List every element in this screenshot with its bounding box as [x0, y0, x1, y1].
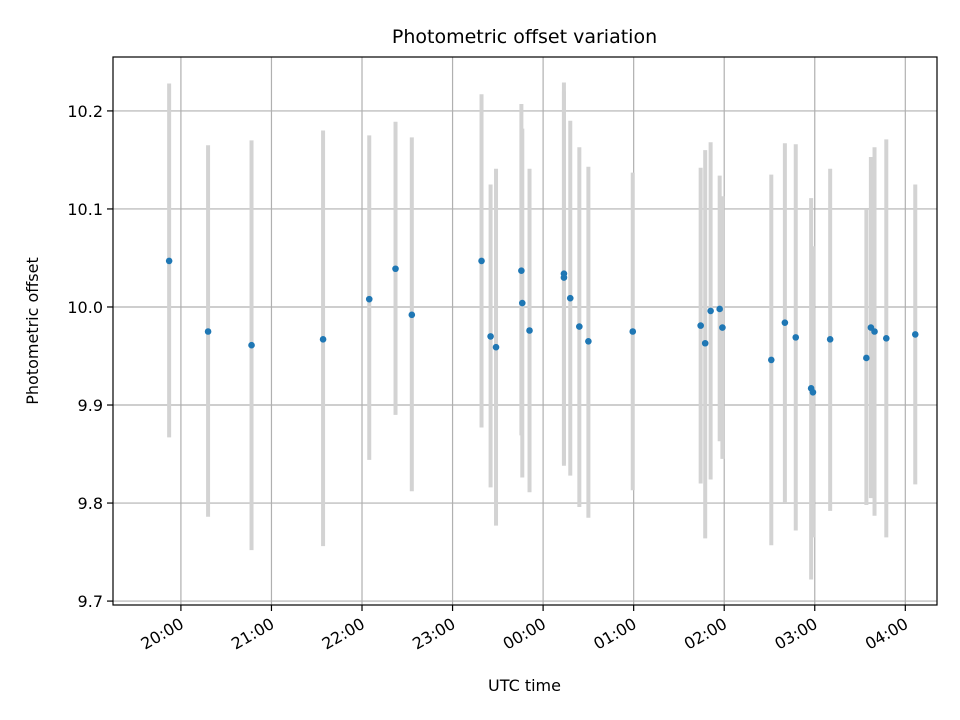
data-point: [719, 324, 726, 331]
plot-frame: [112, 56, 938, 606]
data-point: [478, 257, 485, 265]
data-point: [585, 337, 592, 345]
data-point: [365, 295, 373, 303]
y-axis-title: Photometric offset: [23, 257, 42, 405]
x-axis-title: UTC time: [488, 676, 561, 695]
data-point: [518, 267, 525, 275]
data-point: [518, 299, 526, 307]
data-point: [319, 336, 327, 343]
data-point: [871, 328, 878, 335]
data-point: [526, 327, 533, 334]
data-point: [566, 294, 574, 302]
chart-title: Photometric offset variation: [392, 26, 657, 48]
data-point: [716, 305, 723, 313]
data-point: [809, 388, 817, 396]
data-point: [560, 274, 568, 281]
data-point: [792, 334, 800, 341]
data-point: [911, 331, 919, 338]
data-point: [165, 257, 173, 265]
data-point: [492, 343, 500, 351]
data-point: [576, 323, 583, 330]
data-point: [826, 336, 834, 343]
data-point: [767, 356, 775, 364]
y-tick-label: 10.1: [67, 200, 103, 219]
y-tick-label: 9.8: [78, 494, 103, 513]
data-point: [248, 341, 255, 349]
data-point: [204, 328, 212, 335]
data-point: [392, 265, 399, 273]
y-axis: 9.7 9.8 9.9 10.0 10.1 10.2: [67, 102, 113, 611]
y-tick-label: 9.9: [78, 396, 103, 415]
y-tick-label: 10.0: [67, 298, 103, 317]
data-point: [629, 328, 637, 335]
data-point: [701, 339, 709, 347]
y-tick-label: 10.2: [67, 102, 103, 121]
data-point: [781, 319, 789, 326]
data-point: [707, 307, 714, 315]
data-point: [487, 333, 494, 340]
y-tick-label: 9.7: [78, 592, 103, 611]
data-point: [408, 311, 416, 319]
data-point: [697, 322, 704, 329]
data-point: [863, 354, 870, 362]
data-point: [882, 335, 890, 342]
data-points: [165, 257, 919, 396]
